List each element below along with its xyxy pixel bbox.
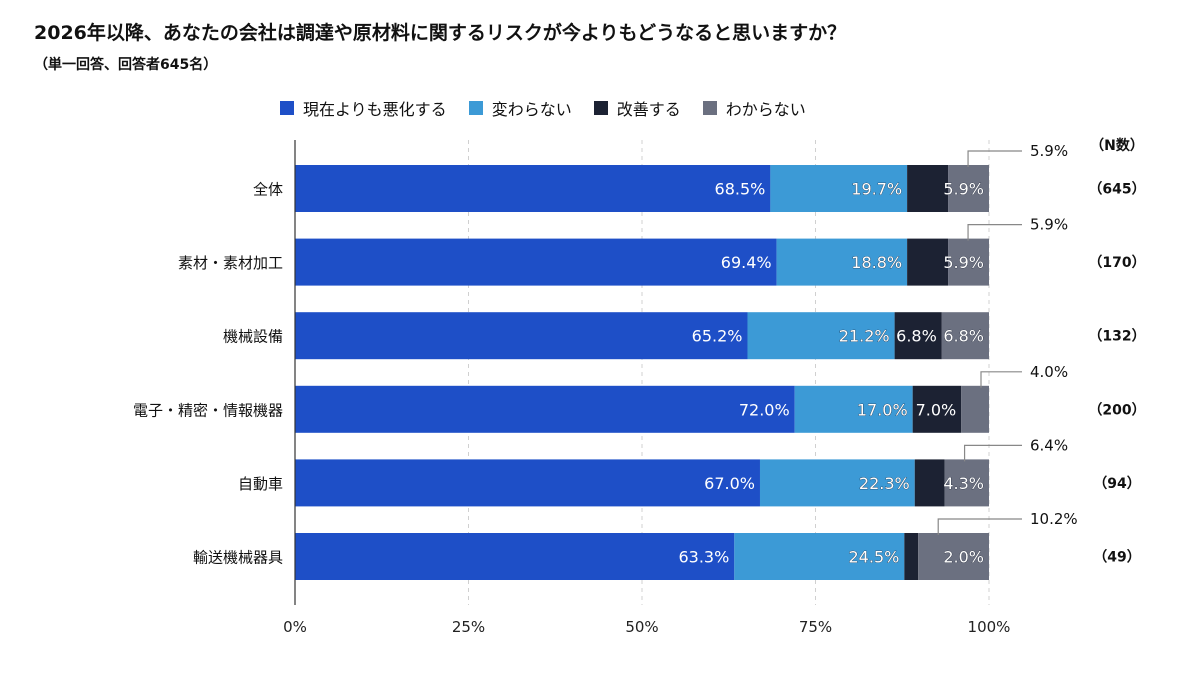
bar-segment bbox=[961, 385, 989, 433]
callout-label: 5.9% bbox=[1030, 216, 1068, 234]
n-label: （94） bbox=[1093, 476, 1140, 492]
callout-leader bbox=[980, 371, 1022, 388]
legend-swatch-unchanged bbox=[468, 101, 483, 115]
bar-segment bbox=[295, 385, 795, 433]
data-label: 19.7% bbox=[851, 180, 902, 199]
bar-segment bbox=[295, 459, 760, 507]
callout-label: 4.0% bbox=[1030, 363, 1068, 381]
data-label: 17.0% bbox=[857, 400, 908, 419]
data-label: 7.0% bbox=[916, 400, 957, 419]
x-tick-label: 50% bbox=[625, 618, 658, 636]
legend-label-unknown: わからない bbox=[725, 100, 806, 119]
bar-segment bbox=[734, 533, 905, 580]
data-label: 2.0% bbox=[943, 548, 984, 567]
n-label: （645） bbox=[1088, 182, 1145, 198]
data-label: 72.0% bbox=[739, 400, 790, 419]
bar-segment bbox=[770, 165, 908, 212]
data-label: 6.8% bbox=[943, 327, 984, 346]
x-tick-label: 0% bbox=[283, 618, 307, 636]
x-tick-label: 75% bbox=[799, 618, 832, 636]
bar-segment bbox=[747, 312, 895, 360]
bar-segment bbox=[948, 238, 989, 286]
n-label: （132） bbox=[1088, 329, 1145, 345]
bar-segment bbox=[295, 238, 777, 286]
callout-leader bbox=[963, 444, 1022, 462]
bar-segment bbox=[295, 533, 735, 580]
chart-title: 2026年以降、あなたの会社は調達や原材料に関するリスクが今よりもどうなると思い… bbox=[34, 22, 847, 44]
chart-subtitle: （単一回答、回答者645名） bbox=[34, 57, 218, 73]
data-label: 67.0% bbox=[704, 474, 755, 493]
bar-segment bbox=[295, 165, 771, 212]
data-label: 6.8% bbox=[896, 327, 937, 346]
n-label: （170） bbox=[1088, 255, 1145, 271]
data-label: 21.2% bbox=[839, 327, 890, 346]
legend-item-unknown: わからない bbox=[702, 96, 806, 120]
data-label: 69.4% bbox=[721, 253, 772, 272]
chart-legend: 現在よりも悪化する 変わらない 改善する わからない bbox=[280, 96, 828, 120]
data-label: 5.9% bbox=[943, 253, 984, 272]
x-tick-label: 100% bbox=[968, 618, 1011, 636]
x-tick-label: 25% bbox=[452, 618, 485, 636]
bar-segment bbox=[894, 312, 942, 360]
data-label: 5.9% bbox=[943, 180, 984, 199]
category-label: 電子・精密・情報機器 bbox=[133, 401, 283, 419]
data-label: 24.5% bbox=[849, 548, 900, 567]
n-header: （N数） bbox=[1090, 137, 1144, 154]
legend-label-worse: 現在よりも悪化する bbox=[303, 100, 447, 119]
bar-segment bbox=[904, 533, 919, 580]
data-label: 63.3% bbox=[678, 548, 729, 567]
bar-segment bbox=[907, 165, 949, 212]
callout-label: 5.9% bbox=[1030, 142, 1068, 160]
bar-segment bbox=[794, 385, 913, 433]
callout-leader bbox=[937, 518, 1022, 535]
category-label: 輸送機械器具 bbox=[193, 549, 283, 567]
bar-segment bbox=[944, 459, 989, 507]
bar-segment bbox=[907, 238, 949, 286]
legend-item-worse: 現在よりも悪化する bbox=[280, 96, 447, 120]
legend-label-unchanged: 変わらない bbox=[491, 100, 572, 119]
bar-segment bbox=[914, 459, 945, 507]
legend-item-improve: 改善する bbox=[593, 96, 681, 120]
n-label: （200） bbox=[1088, 402, 1145, 418]
n-label: （49） bbox=[1093, 550, 1140, 566]
bar-segment bbox=[776, 238, 908, 286]
bar-segment bbox=[918, 533, 989, 580]
callout-label: 10.2% bbox=[1030, 510, 1078, 528]
callout-leader bbox=[967, 150, 1022, 167]
data-label: 68.5% bbox=[715, 180, 766, 199]
bar-segment bbox=[912, 385, 962, 433]
data-label: 22.3% bbox=[859, 474, 910, 493]
category-label: 自動車 bbox=[238, 475, 283, 493]
callout-leader bbox=[967, 224, 1022, 241]
bar-segment bbox=[941, 312, 989, 360]
legend-swatch-improve bbox=[593, 101, 608, 115]
callout-label: 6.4% bbox=[1030, 436, 1068, 454]
legend-swatch-worse bbox=[280, 101, 294, 115]
category-label: 素材・素材加工 bbox=[178, 254, 283, 272]
bar-segment bbox=[948, 165, 989, 212]
legend-label-improve: 改善する bbox=[616, 100, 681, 119]
data-label: 4.3% bbox=[943, 474, 984, 493]
data-label: 65.2% bbox=[692, 327, 743, 346]
category-label: 全体 bbox=[253, 181, 283, 199]
data-label: 18.8% bbox=[851, 253, 902, 272]
bar-segment bbox=[295, 312, 748, 360]
bar-segment bbox=[759, 459, 915, 507]
legend-item-unchanged: 変わらない bbox=[468, 96, 572, 120]
category-label: 機械設備 bbox=[223, 328, 283, 346]
legend-swatch-unknown bbox=[702, 101, 717, 115]
